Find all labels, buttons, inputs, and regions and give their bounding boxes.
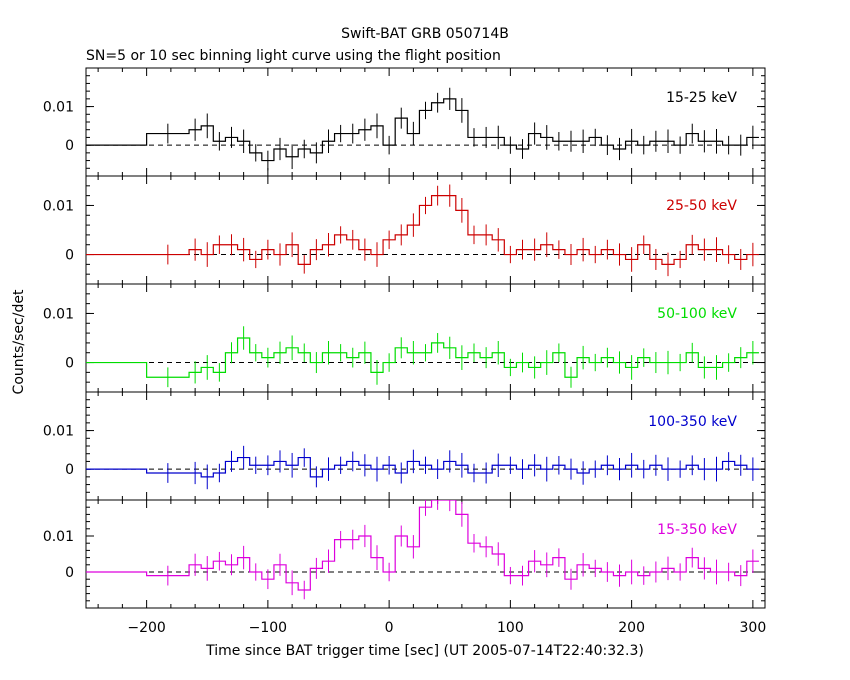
panel-2: 0 0.01 25-50 keV [43,175,766,285]
x-tick-label: 200 [618,620,645,636]
y-tick-label: 0 [65,138,74,154]
step-line [86,456,759,478]
band-label: 15-25 keV [666,90,737,106]
panel-frame [85,175,766,285]
x-tick-label: 300 [740,620,767,636]
y-tick-label: 0.01 [43,100,74,116]
x-tick-label: −200 [127,620,165,636]
y-tick-label: 0 [65,356,74,372]
series-4 [86,445,759,490]
step-line [86,98,759,162]
panel-1: 0 0.01 15-25 keV [43,67,766,177]
y-tick-label: 0.01 [43,529,74,545]
y-tick-label: 0 [65,462,74,478]
chart-title: Swift-BAT GRB 050714B [341,26,509,42]
x-axis-label: Time since BAT trigger time [sec] (UT 20… [205,643,644,659]
panel-frame [85,499,766,609]
y-tick-label: 0 [65,248,74,264]
y-tick-label: 0.01 [43,306,74,322]
step-line [86,337,759,378]
series-2 [86,184,759,277]
x-tick-label: 100 [497,620,524,636]
step-line [86,500,759,591]
series-5 [86,500,759,600]
x-tick-label: −100 [249,620,287,636]
band-label: 50-100 keV [657,306,737,322]
panel-frame [85,391,766,501]
panel-5: 0 0.01 15-350 keV −200 −100 0 100 200 300 [43,499,767,636]
panel-4: 0 0.01 100-350 keV [43,391,766,501]
chart-subtitle: SN=5 or 10 sec binning light curve using… [86,48,501,64]
x-tick-label: 0 [385,620,394,636]
band-label: 25-50 keV [666,198,737,214]
panels: 0 0.01 15-25 keV 0 0.01 25-50 keV 0 0.01 50-100 … [43,67,767,636]
panel-frame [85,67,766,177]
y-tick-label: 0.01 [43,198,74,214]
series-1 [86,87,759,171]
panel-3: 0 0.01 50-100 keV [43,283,766,393]
y-tick-label: 0.01 [43,424,74,440]
series-3 [86,326,759,388]
y-tick-label: 0 [65,565,74,581]
y-axis-label: Counts/sec/det [11,289,27,394]
band-label: 15-350 keV [657,522,737,538]
panel-frame [85,283,766,393]
band-label: 100-350 keV [648,414,737,430]
